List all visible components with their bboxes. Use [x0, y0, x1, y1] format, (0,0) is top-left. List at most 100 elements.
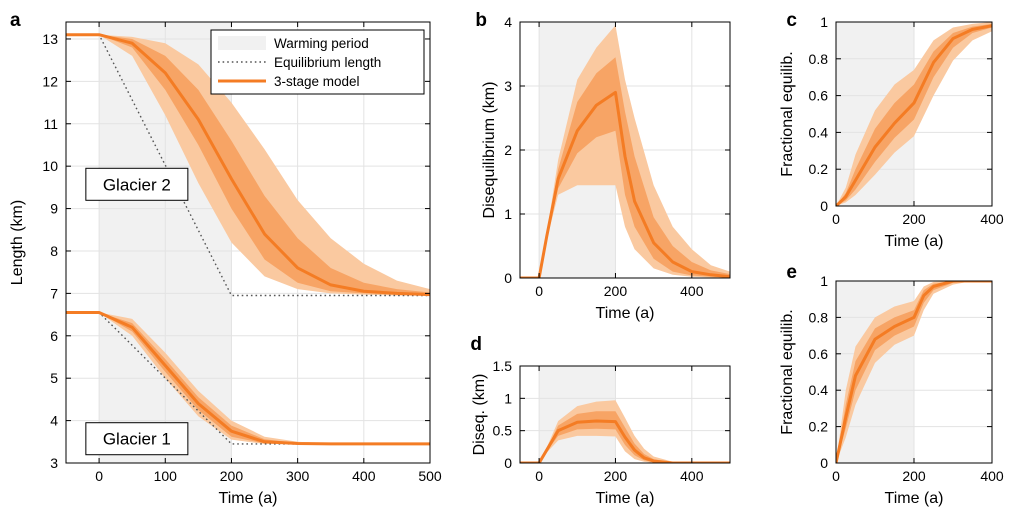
panel-c: 0 200 400 0 0.2 0.4 0.6 0.8 1 Time (a) Fractional …: [779, 10, 1004, 250]
x-tick-label: 0: [95, 468, 103, 484]
model-line: [520, 90, 730, 278]
legend: Warming period Equilibrium length 3-stage …: [210, 29, 425, 95]
x-tick-label: 200: [902, 468, 926, 484]
legend-swatch-warming: [218, 36, 266, 50]
y-tick-label: 0: [504, 270, 512, 286]
y-tick-label: 9: [50, 201, 58, 217]
legend-label: Equilibrium length: [274, 55, 381, 70]
panel-letter: c: [786, 10, 797, 31]
x-axis-label: Time (a): [219, 490, 278, 507]
y-tick-label: 0.4: [809, 124, 829, 140]
x-tick-label: 0: [535, 283, 543, 299]
y-tick-label: 1: [504, 206, 512, 222]
y-tick-label: 10: [42, 158, 58, 174]
y-axis-label: Diseq. (km): [471, 374, 488, 456]
y-tick-label: 0.6: [809, 88, 829, 104]
x-tick-label: 200: [902, 211, 926, 227]
y-tick-label: 0: [504, 455, 512, 471]
x-tick-label: 300: [286, 468, 310, 484]
x-tick-label: 0: [535, 468, 543, 484]
glacier-label-frame: [85, 422, 189, 456]
x-tick-label: 100: [154, 468, 178, 484]
x-tick-label: 400: [980, 211, 1004, 227]
y-tick-label: 0.8: [809, 51, 829, 67]
model-line: [66, 33, 430, 297]
uncertainty-band-inner: [520, 57, 730, 278]
x-tick-label: 400: [980, 468, 1004, 484]
panel-d: 0 200 400 0 0.5 1 1.5 Time (a) Diseq. (km) d: [470, 334, 731, 507]
y-tick-label: 3: [504, 78, 512, 94]
y-tick-label: 1.5: [493, 358, 513, 374]
x-tick-label: 200: [220, 468, 244, 484]
y-tick-label: 12: [42, 73, 58, 89]
model-line: [836, 281, 992, 463]
y-tick-label: 11: [43, 116, 58, 132]
x-axis-label: Time (a): [596, 490, 655, 507]
panel-a: 0 100 200 300 400 500 3 4 5 6 7 8 9 10 11 12 13 Time (a) L…: [9, 10, 442, 507]
model-line: [520, 419, 730, 463]
y-tick-label: 1: [504, 390, 512, 406]
panel-b: 0 200 400 0 1 2 3 4 Time (a) Disequilibrium (km) b: [475, 10, 731, 322]
y-tick-label: 6: [50, 328, 58, 344]
model-line: [66, 310, 430, 446]
y-tick-label: 7: [50, 285, 58, 301]
uncertainty-band-outer: [66, 34, 430, 296]
y-tick-label: 0.4: [809, 382, 829, 398]
y-tick-label: 0.6: [809, 346, 829, 362]
y-tick-label: 0: [820, 198, 828, 214]
x-axis-label: Time (a): [885, 233, 944, 250]
y-tick-label: 0.2: [809, 161, 829, 177]
series-group: [520, 400, 730, 463]
series-group: [66, 33, 430, 446]
glacier-label-text: Glacier 2: [103, 175, 171, 194]
series-group: [836, 281, 992, 463]
model-line: [836, 24, 992, 206]
x-axis-label: Time (a): [596, 305, 655, 322]
glacier-label-frame: [85, 167, 189, 201]
glacier-label-text: Glacier 1: [103, 430, 171, 449]
y-tick-label: 3: [50, 455, 58, 471]
y-tick-label: 13: [42, 31, 58, 47]
y-tick-label: 4: [504, 14, 512, 30]
legend-label: 3-stage model: [274, 74, 360, 89]
x-tick-label: 400: [680, 468, 704, 484]
uncertainty-band-inner: [836, 23, 992, 206]
y-tick-label: 4: [50, 413, 58, 429]
y-tick-label: 2: [504, 142, 512, 158]
panel-letter: a: [10, 10, 21, 31]
x-tick-label: 500: [418, 468, 442, 484]
panel-e: 0 200 400 0 0.2 0.4 0.6 0.8 1 Time (a) Fractional …: [779, 262, 1004, 507]
y-tick-label: 5: [50, 370, 58, 386]
x-tick-label: 200: [604, 283, 628, 299]
y-tick-label: 8: [50, 243, 58, 259]
uncertainty-band-outer: [66, 312, 430, 444]
glacier-label-box: Glacier 2: [85, 167, 189, 201]
uncertainty-band-outer: [836, 281, 992, 463]
y-axis-label: Fractional equilib.: [779, 309, 796, 434]
series-group: [836, 22, 992, 206]
y-tick-label: 0.2: [809, 419, 829, 435]
y-axis-label: Length (km): [9, 200, 26, 285]
x-tick-label: 0: [832, 468, 840, 484]
x-tick-label: 400: [352, 468, 376, 484]
glacier-label-box: Glacier 1: [85, 422, 189, 456]
y-tick-label: 0.5: [493, 423, 513, 439]
y-tick-label: 0.8: [809, 309, 829, 325]
y-axis-label: Fractional equilib.: [779, 51, 796, 176]
panel-letter: d: [470, 334, 482, 355]
series-group: [520, 25, 730, 278]
y-tick-label: 0: [820, 455, 828, 471]
legend-label: Warming period: [274, 36, 369, 51]
x-tick-label: 200: [604, 468, 628, 484]
y-axis-label: Disequilibrium (km): [481, 82, 498, 219]
x-tick-label: 400: [680, 283, 704, 299]
panel-letter: e: [786, 262, 797, 283]
y-tick-label: 1: [820, 273, 828, 289]
x-axis-label: Time (a): [885, 490, 944, 507]
x-tick-label: 0: [832, 211, 840, 227]
axes-frame: [65, 21, 431, 464]
axes-frame: [519, 365, 731, 464]
panel-letter: b: [475, 10, 487, 31]
y-tick-label: 1: [820, 14, 828, 30]
